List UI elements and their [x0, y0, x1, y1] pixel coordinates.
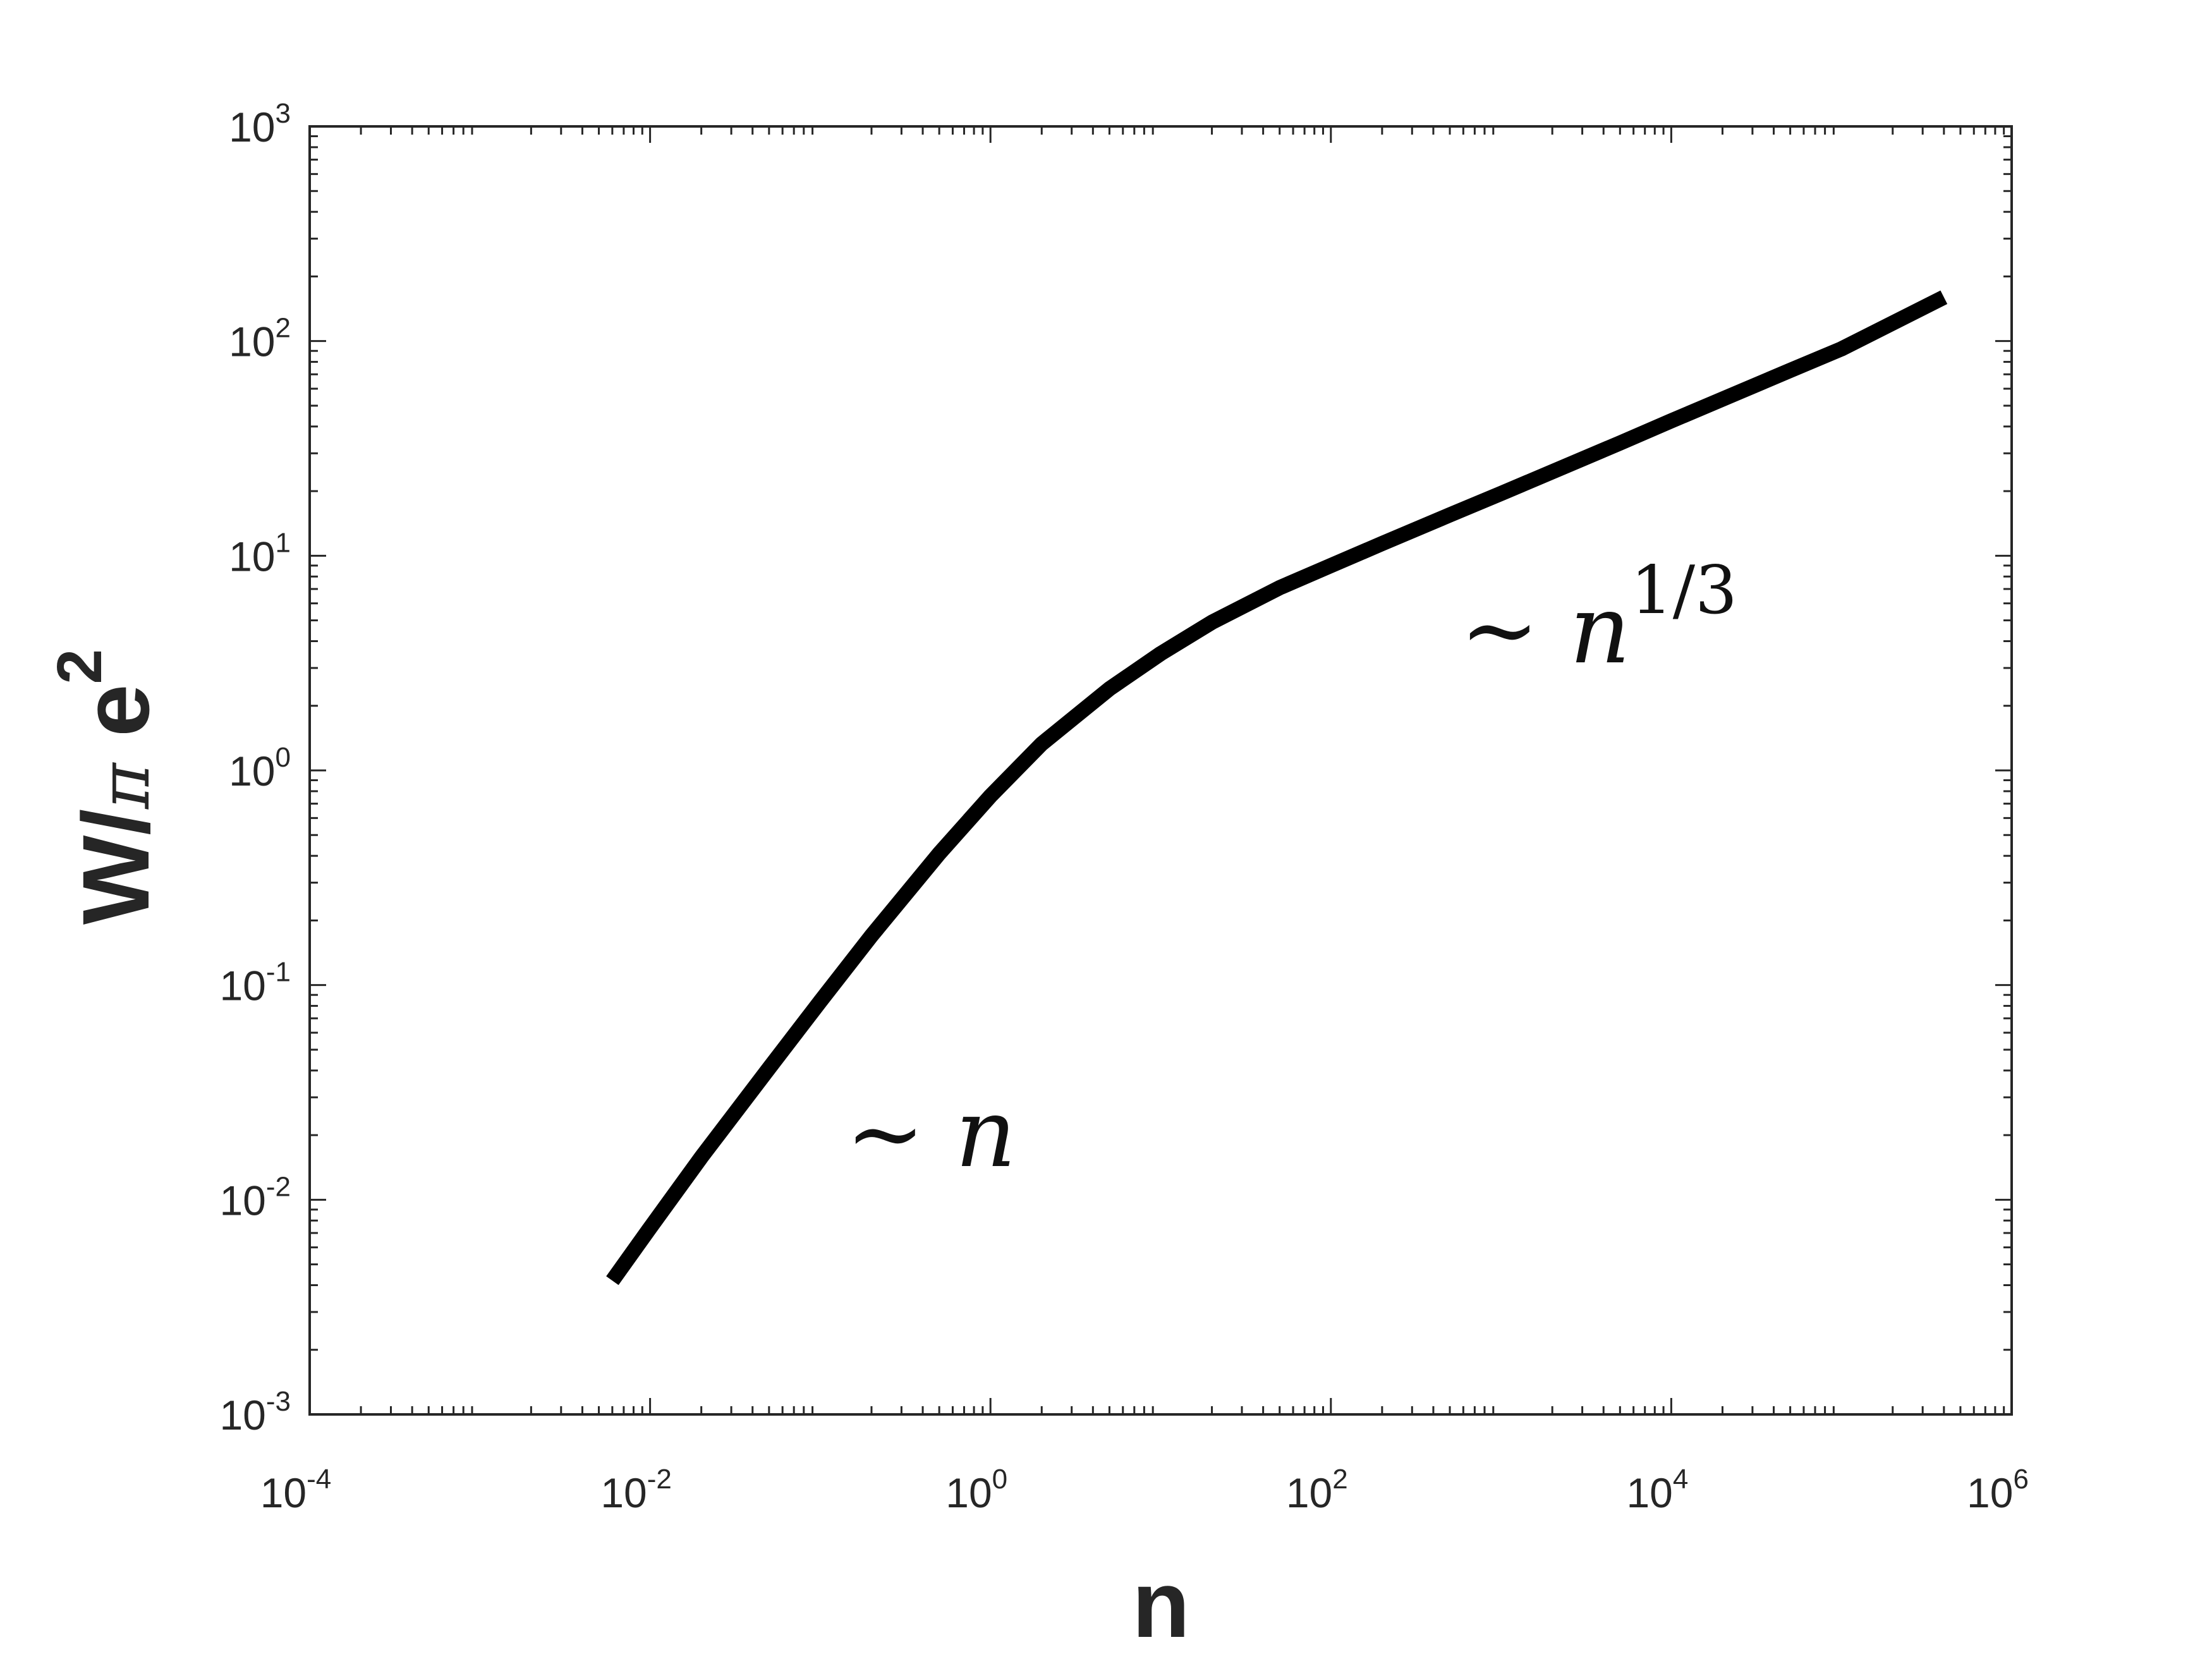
- y-tick-label: 102: [229, 313, 291, 365]
- minor-ticks: [310, 126, 2012, 1414]
- x-tick-label-exp: 4: [1673, 1464, 1688, 1495]
- y-axis-title-main: W/: [63, 809, 169, 925]
- x-tick-label: 10-2: [600, 1464, 672, 1516]
- annotation-cuberoot-prefix: ∼: [1460, 575, 1569, 685]
- y-tick-label-exp: 3: [276, 98, 291, 129]
- x-tick-label-exp: -2: [647, 1464, 672, 1495]
- y-tick-label: 10-3: [219, 1386, 291, 1438]
- y-tick-label: 101: [229, 527, 291, 580]
- x-tick-label: 10-4: [260, 1464, 332, 1516]
- x-tick-label: 106: [1967, 1464, 2029, 1516]
- x-tick-label-exp: 6: [2013, 1464, 2028, 1495]
- y-tick-label-base: 10: [229, 104, 275, 150]
- x-tick-label-base: 10: [600, 1469, 647, 1516]
- y-tick-label: 100: [229, 742, 291, 794]
- annotation-cuberoot: ∼ n1/3: [1460, 552, 1737, 685]
- y-axis-title-pi: π: [84, 762, 165, 810]
- x-tick-label-exp: 2: [1332, 1464, 1347, 1495]
- annotation-cuberoot-var: n: [1569, 575, 1631, 685]
- y-tick-label-base: 10: [219, 1392, 265, 1438]
- major-ticks: [308, 125, 2013, 1416]
- y-axis-title: W/π e2: [44, 649, 169, 925]
- y-tick-label-exp: 1: [276, 527, 291, 558]
- y-tick-label-base: 10: [219, 1177, 265, 1224]
- y-tick-label-base: 10: [229, 533, 275, 580]
- x-tick-label-base: 10: [1626, 1469, 1672, 1516]
- y-tick-label-exp: 0: [276, 742, 291, 773]
- y-tick-label-exp: -2: [266, 1171, 291, 1202]
- series-line-0: [606, 290, 1948, 1285]
- y-tick-label: 10-1: [219, 957, 291, 1009]
- y-tick-label-exp: -3: [266, 1386, 291, 1417]
- x-tick-label: 104: [1626, 1464, 1688, 1516]
- y-tick-label-base: 10: [229, 748, 275, 794]
- x-tick-label-base: 10: [260, 1469, 307, 1516]
- x-tick-label-exp: -4: [307, 1464, 331, 1495]
- y-tick-label: 103: [229, 98, 291, 150]
- x-tick-label-base: 10: [1286, 1469, 1332, 1516]
- annotation-linear: ∼ n: [846, 1079, 1016, 1189]
- annotation-linear-prefix: ∼: [846, 1079, 955, 1189]
- annotation-linear-var: n: [955, 1079, 1016, 1189]
- x-tick-label: 100: [945, 1464, 1007, 1516]
- y-axis-title-e: e: [63, 684, 169, 763]
- series-layer: [606, 290, 1948, 1285]
- x-tick-labels: 10-4 10-2 100 102 104 106: [260, 1464, 2029, 1516]
- y-axis-title-sup: 2: [44, 649, 115, 684]
- y-tick-label-exp: -1: [266, 957, 291, 988]
- x-tick-label: 102: [1286, 1464, 1348, 1516]
- y-tick-label: 10-2: [219, 1171, 291, 1224]
- y-tick-label-base: 10: [229, 319, 275, 365]
- x-tick-label-exp: 0: [992, 1464, 1007, 1495]
- y-tick-label-base: 10: [219, 963, 265, 1009]
- x-axis-title: n: [1132, 1551, 1190, 1657]
- annotation-cuberoot-sup: 1/3: [1631, 552, 1737, 629]
- x-tick-label-base: 10: [945, 1469, 992, 1516]
- x-tick-label-base: 10: [1967, 1469, 2013, 1516]
- y-tick-label-exp: 2: [276, 313, 291, 344]
